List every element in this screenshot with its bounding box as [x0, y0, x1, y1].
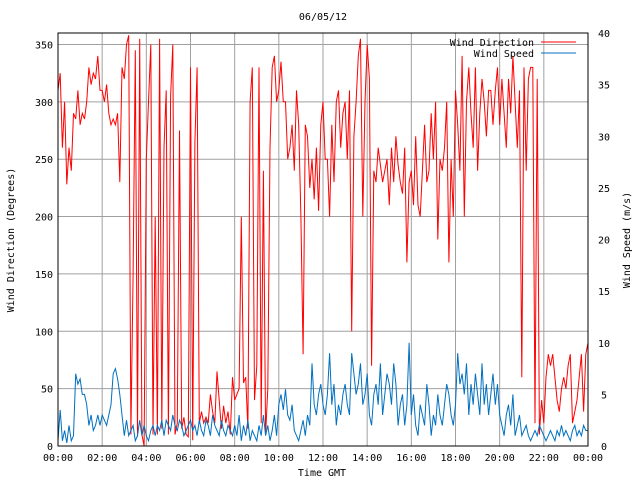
x-tick-label: 04:00	[131, 453, 161, 464]
left-y-axis-label: Wind Direction (Degrees)	[6, 168, 17, 313]
x-tick-label: 08:00	[220, 453, 250, 464]
x-tick-label: 10:00	[264, 453, 294, 464]
x-tick-label: 20:00	[485, 453, 515, 464]
left-y-tick-label: 100	[35, 327, 53, 338]
left-y-tick-label: 200	[35, 213, 53, 224]
left-y-tick-label: 350	[35, 40, 53, 51]
right-y-tick-label: 0	[601, 442, 607, 453]
x-tick-label: 14:00	[352, 453, 382, 464]
legend-label-wind-direction: Wind Direction	[450, 38, 534, 49]
right-y-tick-label: 25	[598, 184, 610, 195]
right-y-tick-label: 35	[598, 81, 610, 92]
left-y-tick-label: 250	[35, 155, 53, 166]
x-tick-label: 00:00	[43, 453, 73, 464]
x-axis-label: Time GMT	[298, 468, 346, 479]
x-tick-label: 02:00	[87, 453, 117, 464]
series-layer	[57, 35, 589, 447]
right-y-tick-label: 40	[598, 29, 610, 40]
x-tick-label: 12:00	[308, 453, 338, 464]
right-y-tick-label: 20	[598, 236, 610, 247]
left-y-tick-label: 0	[47, 442, 53, 453]
left-y-tick-label: 150	[35, 270, 53, 281]
x-tick-label: 00:00	[573, 453, 603, 464]
series-line-wind-speed	[57, 342, 588, 443]
ticks-layer: 00:00 02:00 04:00 06:00 08:00 10:00 12:00 14:00…	[35, 29, 610, 464]
legend-label-wind-speed: Wind Speed	[474, 49, 534, 60]
legend: Wind Direction Wind Speed	[450, 38, 576, 60]
left-y-tick-label: 300	[35, 98, 53, 109]
plot-frame	[57, 32, 589, 447]
right-y-tick-label: 10	[598, 339, 610, 350]
right-y-tick-label: 30	[598, 132, 610, 143]
x-tick-label: 06:00	[175, 453, 205, 464]
x-tick-label: 18:00	[440, 453, 470, 464]
x-tick-label: 22:00	[529, 453, 559, 464]
x-tick-label: 16:00	[396, 453, 426, 464]
right-y-tick-label: 15	[598, 287, 610, 298]
right-y-tick-label: 5	[601, 390, 607, 401]
series-line-wind-direction	[57, 35, 589, 447]
right-y-axis-label: Wind Speed (m/s)	[622, 192, 633, 288]
chart-title: 06/05/12	[299, 12, 347, 23]
left-y-tick-label: 50	[41, 385, 53, 396]
